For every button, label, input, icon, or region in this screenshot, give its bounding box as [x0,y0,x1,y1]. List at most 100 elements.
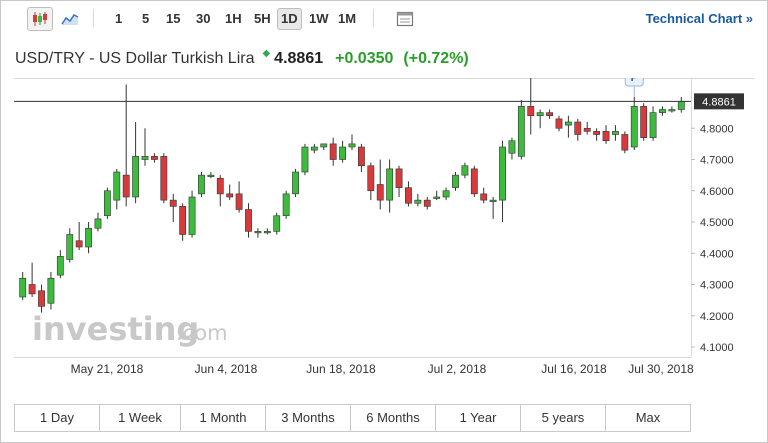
candle[interactable] [536,109,544,129]
candle[interactable] [169,193,177,222]
candle[interactable] [292,168,299,197]
candle[interactable] [339,140,346,163]
range-1-month[interactable]: 1 Month [181,405,266,431]
area-chart-icon[interactable] [57,7,83,31]
candle[interactable] [282,190,290,219]
price-change-percent: (+0.72%) [403,50,469,67]
candle[interactable] [546,109,553,119]
candle[interactable] [198,172,205,197]
timeframe-1-day[interactable]: 1D [277,8,302,30]
candle[interactable] [103,187,111,219]
candle[interactable] [517,100,525,160]
candle-body [602,131,610,142]
candle[interactable] [56,250,64,279]
candle[interactable] [254,228,262,238]
candle[interactable] [75,222,83,251]
candle[interactable] [395,165,403,197]
candle[interactable] [66,228,74,263]
candle[interactable] [640,103,648,141]
candle[interactable] [489,197,497,219]
candle[interactable] [405,181,412,207]
candle[interactable] [207,172,215,179]
range-6-months[interactable]: 6 Months [351,405,436,431]
timeframe-1-week[interactable]: 1W [309,11,329,26]
candle[interactable] [113,168,121,210]
range-3-months[interactable]: 3 Months [266,405,351,431]
candle[interactable] [423,197,431,210]
range-1-year[interactable]: 1 Year [436,405,521,431]
candle[interactable] [649,106,657,141]
candle[interactable] [329,137,337,166]
candle[interactable] [132,122,140,204]
candle[interactable] [508,137,516,160]
candle[interactable] [414,193,422,207]
candlestick-icon[interactable] [27,7,53,31]
candle[interactable] [28,262,36,297]
candle[interactable] [320,143,328,151]
candle[interactable] [583,122,591,135]
timeframe-30-min[interactable]: 30 [196,11,211,26]
candle[interactable] [216,175,224,207]
candle[interactable] [38,284,45,313]
candle[interactable] [602,125,610,144]
candle[interactable] [612,125,619,141]
candle[interactable] [226,184,234,201]
candle[interactable] [621,131,629,154]
range-max[interactable]: Max [606,405,690,431]
candle[interactable] [564,115,572,138]
candle[interactable] [527,72,535,135]
candle[interactable] [386,159,394,213]
candle-body [405,187,412,204]
candle[interactable] [348,134,356,151]
candle[interactable] [19,272,27,301]
candle[interactable] [470,165,478,197]
candlestick-chart[interactable]: investing .com Resisance ZoneP 4.10004.2… [14,52,755,380]
candle[interactable] [310,143,318,154]
candle[interactable] [668,106,676,113]
candle[interactable] [160,153,168,204]
candle[interactable] [188,190,196,238]
timeframe-1-month[interactable]: 1M [338,11,357,26]
timeframe-15-min[interactable]: 15 [166,11,181,26]
candle[interactable] [659,106,666,116]
last-price: 4.8861 [274,50,324,67]
candle[interactable] [47,272,55,310]
candle[interactable] [555,115,563,132]
candle[interactable] [499,140,506,222]
candle[interactable] [273,212,281,235]
candle[interactable] [122,84,130,207]
candle[interactable] [301,143,309,176]
candle[interactable] [574,118,582,141]
candle[interactable] [85,222,92,254]
candle[interactable] [235,181,243,213]
price-chart[interactable]: investing .com Resisance ZoneP 4.10004.2… [14,52,755,380]
timeframe-5-min[interactable]: 5 [142,11,150,26]
timeframe-5-hour[interactable]: 5H [254,11,271,26]
candle[interactable] [179,203,187,241]
candle[interactable] [433,190,441,201]
candle[interactable] [480,187,488,204]
candle[interactable] [376,159,384,210]
candle[interactable] [452,172,459,191]
timeframe-1-min[interactable]: 1 [115,11,123,26]
candle[interactable] [367,162,375,201]
candle[interactable] [593,128,601,141]
candle[interactable] [263,228,271,235]
candle[interactable] [630,97,638,151]
candle[interactable] [461,162,469,179]
candle[interactable] [677,97,685,113]
candle-body [38,290,45,307]
candle[interactable] [442,187,450,201]
technical-chart-link[interactable]: Technical Chart » [645,11,753,26]
chart-settings-icon[interactable] [392,7,418,31]
candle[interactable] [94,212,102,232]
candle-body [263,231,271,234]
timeframe-1-hour[interactable]: 1H [225,11,242,26]
candle[interactable] [245,203,252,238]
candle[interactable] [358,143,365,172]
candle[interactable] [151,153,158,163]
range-1-week[interactable]: 1 Week [100,405,181,431]
candle[interactable] [141,128,149,166]
range-5-years[interactable]: 5 years [521,405,606,431]
range-1-day[interactable]: 1 Day [15,405,100,431]
